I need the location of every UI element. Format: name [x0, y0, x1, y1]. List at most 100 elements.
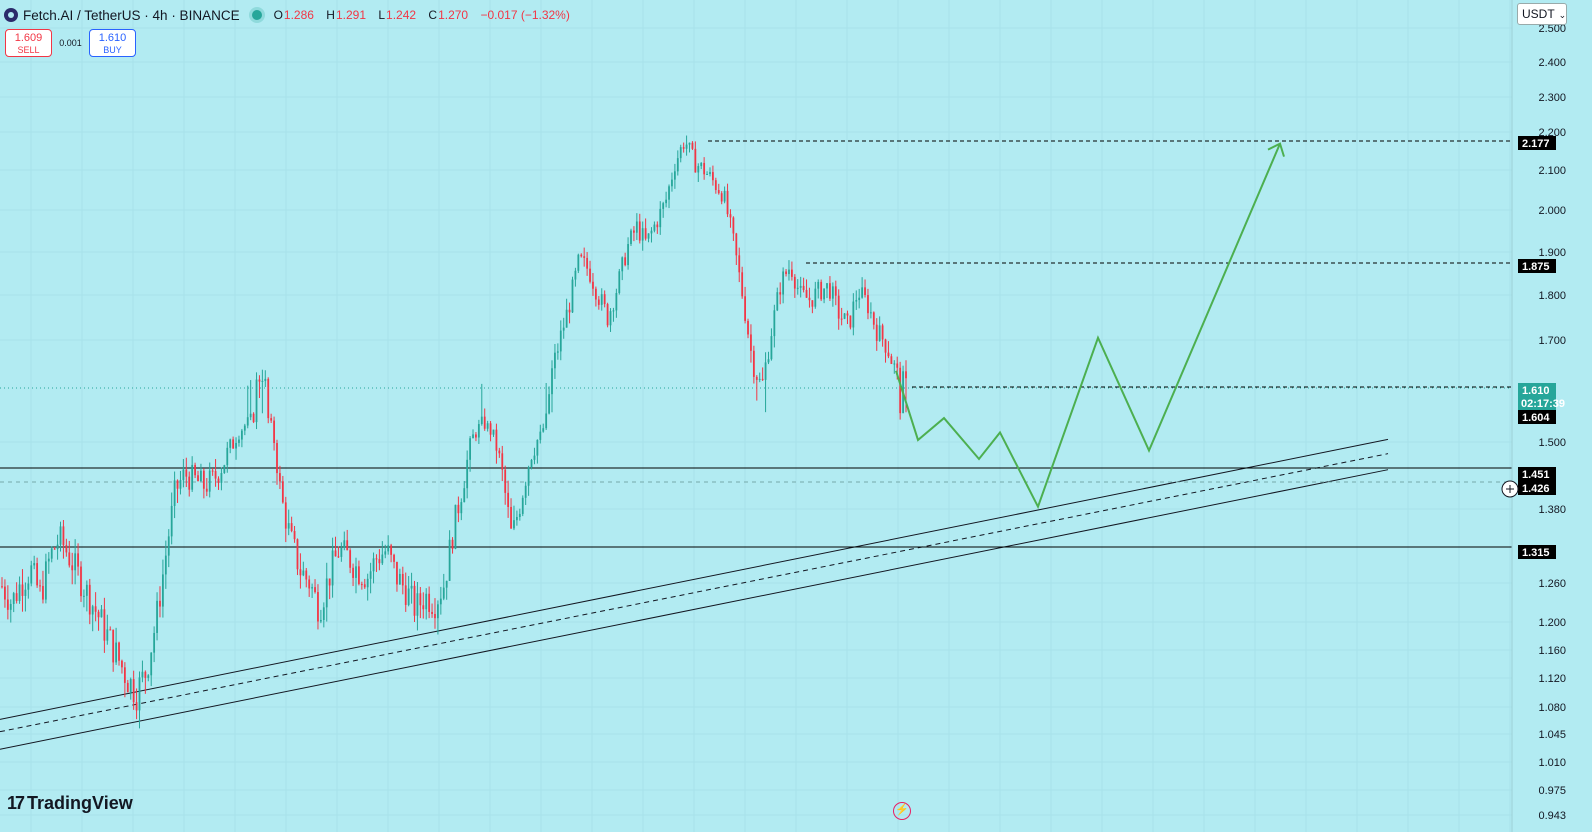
candle-body — [293, 530, 296, 540]
buy-price: 1.610 — [98, 32, 127, 44]
candle-body — [150, 652, 153, 676]
price-tick-label: 2.100 — [1538, 165, 1566, 177]
candle-body — [884, 339, 887, 353]
candle-body — [170, 505, 173, 537]
candle-body — [214, 471, 217, 479]
candle-body — [91, 606, 94, 615]
candle-body — [381, 554, 384, 564]
candle-body — [319, 619, 322, 622]
candle-body — [33, 563, 36, 566]
trade-panel: 1.609 SELL 0.001 1.610 BUY — [5, 29, 136, 57]
candle-body — [273, 420, 275, 444]
candle-body — [858, 297, 861, 301]
candle-body — [407, 588, 410, 605]
candle-body — [542, 428, 545, 432]
candle-body — [144, 671, 147, 678]
candle-body — [688, 142, 691, 145]
tradingview-logo[interactable]: 17 TradingView — [7, 793, 133, 814]
candle-body — [18, 584, 21, 601]
candle-body — [164, 555, 167, 575]
price-tick-label: 1.260 — [1538, 578, 1566, 590]
price-tick-label: 1.010 — [1538, 757, 1566, 769]
candle-body — [694, 148, 697, 173]
candle-body — [445, 580, 448, 588]
candle-body — [589, 268, 591, 282]
candle-body — [138, 677, 141, 711]
price-label-text: 1.610 — [1522, 385, 1550, 397]
candle-body — [691, 142, 694, 149]
candle-body — [258, 379, 261, 382]
candle-body — [173, 480, 176, 506]
candle-body — [191, 464, 194, 490]
lightning-icon[interactable]: ⚡ — [893, 802, 911, 820]
candle-body — [489, 423, 492, 435]
symbol-title[interactable]: Fetch.AI / TetherUS · 4h · BINANCE — [23, 7, 240, 23]
candle-body — [396, 561, 398, 585]
candle-body — [475, 434, 477, 438]
candle-body — [451, 539, 454, 549]
projection-arrowhead — [1267, 142, 1285, 157]
candle-body — [808, 297, 811, 301]
candle-body — [6, 599, 9, 610]
candle-body — [220, 473, 223, 483]
candle-body — [750, 334, 752, 351]
candle-body — [437, 604, 439, 619]
candle-body — [261, 380, 264, 382]
candle-body — [53, 548, 56, 550]
candle-body — [387, 545, 390, 552]
candle-body — [556, 351, 559, 353]
price-label-box — [1518, 383, 1556, 411]
candle-body — [308, 579, 311, 589]
candle-body — [700, 162, 703, 167]
horizontal-levels — [0, 140, 1512, 548]
currency-selector[interactable]: USDT ⌄ — [1517, 3, 1567, 25]
candle-body — [630, 230, 632, 245]
candle-body — [94, 606, 97, 612]
candle-body — [337, 556, 340, 558]
candle-body — [211, 470, 214, 472]
price-label-box — [1518, 410, 1556, 424]
price-label-text: 1.426 — [1522, 483, 1550, 495]
candle-body — [284, 502, 287, 529]
candle-body — [656, 224, 659, 228]
candle-body — [299, 569, 302, 576]
candle-body — [74, 553, 77, 571]
candle-body — [717, 190, 720, 194]
candle-body — [869, 312, 872, 314]
price-tick-label: 1.120 — [1538, 673, 1566, 685]
candle-body — [867, 295, 869, 314]
candle-body — [290, 523, 293, 531]
buy-button[interactable]: 1.610 BUY — [89, 29, 136, 57]
candle-body — [62, 526, 65, 546]
candle-body — [457, 504, 460, 514]
candle-body — [30, 565, 33, 584]
candle-body — [881, 325, 884, 340]
candle-body — [466, 459, 469, 489]
candle-body — [703, 162, 706, 175]
candle-body — [554, 352, 556, 369]
candle-body — [419, 593, 422, 606]
candle-body — [205, 488, 208, 492]
tradingview-mark-icon: 17 — [7, 793, 25, 813]
candle-body — [861, 287, 864, 298]
candle-body — [331, 550, 334, 586]
price-tick-label: 1.900 — [1538, 247, 1566, 259]
candle-body — [840, 318, 843, 320]
price-tick-label: 1.700 — [1538, 335, 1566, 347]
candle-body — [583, 256, 586, 258]
candle-body — [571, 279, 574, 313]
candle-body — [59, 526, 62, 545]
candle-body — [47, 558, 50, 562]
sell-button[interactable]: 1.609 SELL — [5, 29, 52, 57]
price-label-text: 1.604 — [1522, 412, 1550, 424]
candle-body — [826, 283, 828, 289]
candle-body — [372, 558, 375, 572]
candle-body — [416, 593, 419, 616]
channel-lower-line — [0, 469, 1389, 750]
candle-body — [15, 593, 18, 601]
candle-body — [741, 272, 744, 297]
candle-body — [232, 439, 235, 449]
candle-body — [539, 431, 542, 440]
candle-body — [823, 288, 825, 300]
